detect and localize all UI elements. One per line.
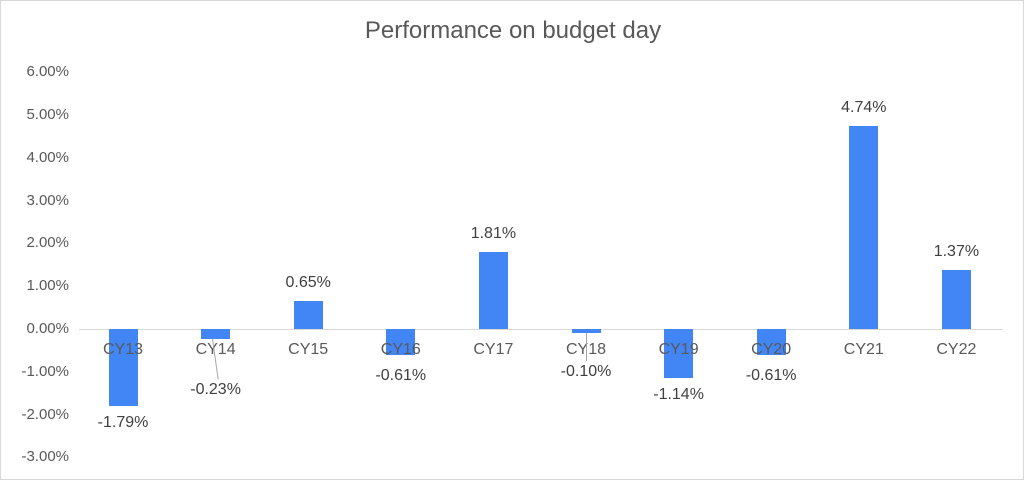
y-tick-label: 6.00% [26,63,69,81]
bar-cy17 [478,251,508,329]
bar-cy20 [756,329,786,356]
x-tick-label: CY14 [195,341,236,358]
x-tick-label: CY19 [658,341,699,358]
y-tick-label: 3.00% [26,191,69,209]
y-tick-label: 4.00% [26,148,69,166]
y-tick-label: -1.00% [21,362,69,380]
chart-title: Performance on budget day [364,17,662,44]
x-tick-label: CY15 [288,341,329,358]
x-tick-label: CY21 [843,341,884,358]
bar-cy21 [849,126,879,329]
data-label: -0.61% [745,367,797,384]
x-tick-label: CY16 [380,341,421,358]
data-label: 4.74% [841,99,887,117]
leader-line [586,333,587,362]
x-tick-label: CY20 [751,341,792,358]
data-label: -0.10% [560,363,612,380]
data-label: -1.14% [653,385,704,403]
bar-cy16 [386,329,416,356]
bar-cy14 [201,329,231,339]
zero-axis-line [79,329,1003,330]
data-label: 1.81% [470,224,517,242]
data-label: 0.65% [285,274,331,292]
data-label: -0.23% [190,381,241,398]
x-tick-label: CY13 [102,341,144,358]
bar-cy22 [941,270,971,329]
y-tick-label: -3.00% [21,448,69,466]
y-tick-label: 5.00% [26,106,69,123]
bar-cy19 [664,329,694,378]
y-tick-label: 2.00% [26,234,69,252]
bar-cy15 [293,301,323,329]
bar-cy13 [108,329,138,406]
y-tick-label: -2.00% [21,405,69,423]
x-tick-label: CY17 [473,341,514,358]
bar-cy18 [571,329,601,334]
data-label: -0.61% [375,367,427,384]
x-tick-label: CY22 [936,341,977,358]
y-tick-label: 0.00% [26,320,69,337]
data-label: 1.37% [933,243,980,261]
data-label: -1.79% [97,413,149,431]
y-tick-label: 1.00% [26,277,69,295]
